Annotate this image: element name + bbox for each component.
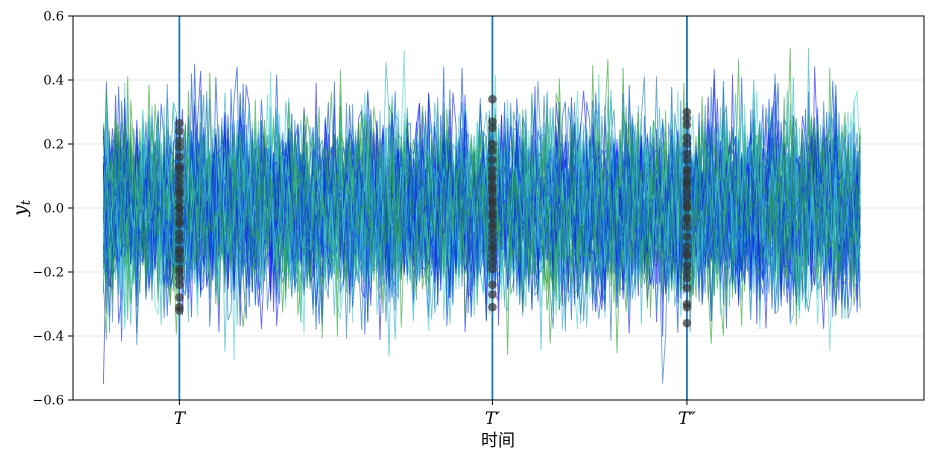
- x-tick-label: T″: [678, 409, 696, 429]
- y-axis-title: yt: [9, 199, 34, 217]
- marker-point: [682, 187, 692, 197]
- marker-point: [488, 146, 497, 155]
- y-axis: −0.6 −0.4 −0.2 0.0 0.2 0.4 0.6: [32, 10, 73, 409]
- y-tick-label: 0.6: [43, 10, 64, 25]
- marker-point: [488, 235, 497, 245]
- marker-point: [175, 254, 184, 264]
- marker-point: [488, 197, 497, 206]
- y-tick-label: −0.4: [32, 330, 64, 345]
- marker-point: [488, 117, 497, 126]
- marker-point: [682, 302, 692, 312]
- marker-point: [488, 229, 497, 238]
- marker-point: [682, 149, 692, 158]
- marker-point: [682, 283, 692, 293]
- x-axis-title: 时间: [481, 431, 515, 451]
- series-line: [102, 86, 861, 334]
- marker-point: [175, 306, 184, 315]
- marker-point: [175, 197, 184, 206]
- marker-point: [488, 155, 497, 165]
- marker-point: [175, 280, 184, 290]
- x-tick-label: T: [174, 409, 187, 429]
- marker-point: [175, 229, 184, 238]
- marker-point: [682, 107, 692, 117]
- y-axis-title-subscript: t: [19, 199, 34, 205]
- marker-point: [488, 210, 497, 219]
- marker-point: [682, 200, 692, 210]
- marker-point: [488, 251, 497, 261]
- marker-point: [175, 136, 184, 146]
- marker-point: [488, 94, 497, 104]
- marker-point: [488, 171, 497, 181]
- marker-point: [175, 293, 184, 302]
- marker-point: [175, 171, 184, 181]
- marker-points: [175, 94, 692, 328]
- marker-point: [682, 114, 692, 123]
- marker-point: [488, 290, 497, 299]
- marker-point: [682, 139, 692, 149]
- marker-point: [682, 232, 692, 242]
- marker-point: [175, 178, 184, 187]
- marker-point: [682, 178, 692, 187]
- marker-point: [682, 194, 692, 203]
- marker-point: [682, 133, 692, 142]
- series-layer: [102, 47, 861, 385]
- marker-point: [175, 267, 184, 277]
- marker-point: [175, 203, 184, 213]
- marker-point: [682, 168, 692, 178]
- marker-point: [175, 165, 184, 174]
- marker-point: [175, 235, 184, 245]
- marker-point: [682, 155, 692, 165]
- y-tick-label: −0.2: [32, 266, 64, 281]
- marker-point: [682, 242, 692, 251]
- marker-point: [175, 210, 184, 219]
- x-tick-label: T′: [485, 409, 500, 429]
- marker-point: [175, 142, 184, 152]
- series-line: [103, 59, 861, 337]
- y-tick-label: 0.0: [43, 202, 64, 217]
- marker-point: [175, 248, 184, 258]
- marker-point: [488, 242, 497, 251]
- marker-point: [682, 267, 692, 277]
- marker-point: [488, 280, 497, 290]
- series-line: [102, 77, 861, 314]
- marker-point: [175, 187, 184, 197]
- marker-point: [682, 261, 692, 270]
- marker-point: [175, 216, 184, 226]
- y-axis-title-main: y: [9, 205, 31, 217]
- marker-point: [682, 120, 692, 130]
- y-tick-label: 0.2: [43, 138, 64, 153]
- marker-point: [488, 302, 497, 312]
- marker-point: [488, 264, 497, 274]
- marker-point: [682, 274, 692, 283]
- y-tick-label: 0.4: [43, 74, 64, 89]
- marker-point: [175, 118, 184, 128]
- marker-point: [682, 216, 692, 226]
- marker-point: [488, 123, 497, 133]
- marker-point: [175, 126, 184, 136]
- x-axis: T T′ T″: [174, 400, 696, 429]
- y-tick-label: −0.6: [32, 394, 64, 409]
- marker-point: [488, 165, 497, 174]
- marker-point: [488, 219, 497, 229]
- marker-point: [175, 274, 184, 283]
- marker-point: [682, 248, 692, 258]
- marker-point: [682, 222, 692, 232]
- marker-point: [175, 152, 184, 162]
- marker-point: [488, 139, 497, 149]
- marker-point: [488, 184, 497, 194]
- marker-point: [682, 318, 692, 328]
- marker-point: [488, 258, 497, 267]
